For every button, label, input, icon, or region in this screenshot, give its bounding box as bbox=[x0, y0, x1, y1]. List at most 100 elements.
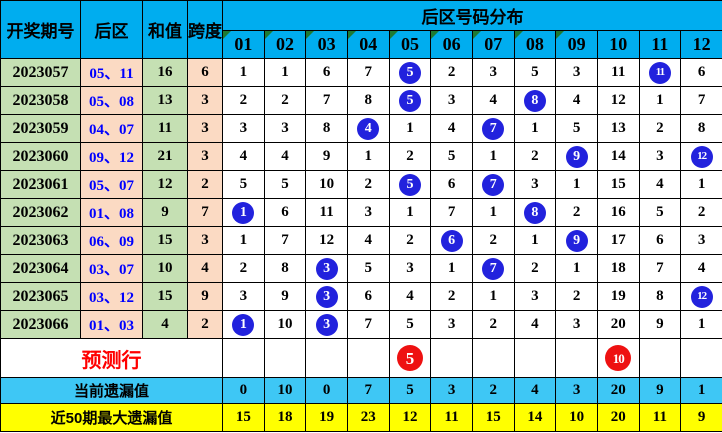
dist-cell: 7 bbox=[305, 86, 348, 115]
dist-cell: 9 bbox=[555, 142, 598, 171]
prediction-cell bbox=[430, 338, 473, 378]
dist-cell: 8 bbox=[680, 114, 722, 143]
max-miss-value: 20 bbox=[596, 403, 640, 432]
dist-cell: 1 bbox=[388, 114, 432, 143]
dist-cell: 7 bbox=[471, 114, 515, 143]
sum-cell: 15 bbox=[142, 282, 188, 311]
prediction-cell: 10 bbox=[596, 338, 640, 378]
dist-cell: 2 bbox=[388, 142, 432, 171]
dist-cell: 1 bbox=[513, 226, 557, 255]
current-miss-value: 3 bbox=[430, 377, 473, 404]
draw-row-2023060: 2023060 09、12 21 3 4 4 9 1 2 5 1 2 9 14 3 12 bbox=[0, 142, 722, 171]
draw-row-2023064: 2023064 03、07 10 4 2 8 3 5 3 1 7 2 1 18 7 4 bbox=[0, 254, 722, 283]
sum-cell: 16 bbox=[142, 58, 188, 87]
dist-cell: 3 bbox=[430, 310, 473, 339]
dist-cell: 5 bbox=[263, 170, 307, 199]
dist-cell: 3 bbox=[388, 254, 432, 283]
blue-ball: 5 bbox=[398, 61, 421, 84]
max-miss-value: 14 bbox=[513, 403, 557, 432]
current-miss-value: 2 bbox=[471, 377, 515, 404]
prediction-cell bbox=[638, 338, 682, 378]
column-header-12: 12 bbox=[680, 30, 722, 59]
current-miss-value: 5 bbox=[388, 377, 432, 404]
span-cell: 3 bbox=[187, 86, 223, 115]
span-cell: 3 bbox=[187, 114, 223, 143]
dist-cell: 3 bbox=[222, 282, 265, 311]
max-miss-value: 23 bbox=[346, 403, 390, 432]
dist-cell: 5 bbox=[513, 58, 557, 87]
column-header-11: 11 bbox=[638, 30, 682, 59]
blue-ball: 7 bbox=[482, 257, 505, 280]
sum-cell: 4 bbox=[142, 310, 188, 339]
back-numbers-cell: 01、03 bbox=[80, 310, 143, 339]
dist-cell: 8 bbox=[513, 198, 557, 227]
dist-cell: 8 bbox=[305, 114, 348, 143]
dist-cell: 1 bbox=[555, 170, 598, 199]
dist-cell: 1 bbox=[680, 310, 722, 339]
dist-cell: 10 bbox=[305, 170, 348, 199]
prediction-cell bbox=[471, 338, 515, 378]
max-miss-value: 11 bbox=[638, 403, 682, 432]
period-cell: 2023057 bbox=[0, 58, 81, 87]
blue-ball: 8 bbox=[523, 201, 546, 224]
sum-cell: 11 bbox=[142, 114, 188, 143]
draw-row-2023061: 2023061 05、07 12 2 5 5 10 2 5 6 7 3 1 15 4 1 bbox=[0, 170, 722, 199]
period-cell: 2023059 bbox=[0, 114, 81, 143]
max-miss-value: 11 bbox=[430, 403, 473, 432]
dist-cell: 8 bbox=[513, 86, 557, 115]
dist-cell: 2 bbox=[638, 114, 682, 143]
column-header-04: 04 bbox=[346, 30, 390, 59]
dist-cell: 5 bbox=[638, 198, 682, 227]
header-row-top: 开奖期号 后区 和值 跨度 后区号码分布 bbox=[0, 0, 722, 59]
dist-cell: 4 bbox=[555, 86, 598, 115]
dist-cell: 5 bbox=[346, 254, 390, 283]
dist-cell: 4 bbox=[680, 254, 722, 283]
dist-cell: 12 bbox=[596, 86, 640, 115]
dist-cell: 2 bbox=[263, 86, 307, 115]
dist-cell: 4 bbox=[346, 114, 390, 143]
period-cell: 2023066 bbox=[0, 310, 81, 339]
red-ball: 5 bbox=[396, 345, 423, 371]
column-header-09: 09 bbox=[555, 30, 598, 59]
blue-ball: 8 bbox=[523, 89, 546, 112]
distribution-title: 后区号码分布 bbox=[222, 0, 722, 31]
dist-cell: 6 bbox=[430, 170, 473, 199]
prediction-cell: 5 bbox=[388, 338, 432, 378]
max-miss-row: 近50期最大遗漏值 15 18 19 23 12 11 15 14 10 20 11 9 bbox=[0, 403, 722, 432]
dist-cell: 5 bbox=[388, 310, 432, 339]
draw-history-body: 2023057 05、11 16 6 1 1 6 7 5 2 3 5 3 11 11 6 2023058 05、0… bbox=[0, 58, 722, 339]
back-numbers-cell: 09、12 bbox=[80, 142, 143, 171]
back-numbers-cell: 05、11 bbox=[80, 58, 143, 87]
current-miss-value: 0 bbox=[222, 377, 265, 404]
back-numbers-cell: 05、07 bbox=[80, 170, 143, 199]
column-header-back-zone: 后区 bbox=[80, 0, 143, 59]
blue-ball: 4 bbox=[357, 117, 380, 140]
prediction-cell bbox=[305, 338, 348, 378]
period-cell: 2023062 bbox=[0, 198, 81, 227]
back-numbers-cell: 03、07 bbox=[80, 254, 143, 283]
dist-cell: 19 bbox=[596, 282, 640, 311]
period-cell: 2023058 bbox=[0, 86, 81, 115]
dist-cell: 11 bbox=[638, 58, 682, 87]
dist-cell: 9 bbox=[263, 282, 307, 311]
current-miss-row: 当前遗漏值 0 10 0 7 5 3 2 4 3 20 9 1 bbox=[0, 377, 722, 404]
dist-cell: 6 bbox=[346, 282, 390, 311]
dist-cell: 1 bbox=[222, 198, 265, 227]
dist-cell: 4 bbox=[471, 86, 515, 115]
current-miss-value: 3 bbox=[555, 377, 598, 404]
max-miss-label: 近50期最大遗漏值 bbox=[0, 403, 223, 432]
dist-cell: 3 bbox=[680, 226, 722, 255]
dist-cell: 7 bbox=[430, 198, 473, 227]
dist-cell: 5 bbox=[555, 114, 598, 143]
dist-cell: 18 bbox=[596, 254, 640, 283]
span-cell: 7 bbox=[187, 198, 223, 227]
sum-cell: 13 bbox=[142, 86, 188, 115]
blue-ball: 7 bbox=[482, 117, 505, 140]
prediction-cell bbox=[346, 338, 390, 378]
blue-ball: 5 bbox=[398, 173, 421, 196]
span-cell: 3 bbox=[187, 226, 223, 255]
current-miss-value: 20 bbox=[596, 377, 640, 404]
draw-row-2023062: 2023062 01、08 9 7 1 6 11 3 1 7 1 8 2 16 5 2 bbox=[0, 198, 722, 227]
max-miss-value: 15 bbox=[471, 403, 515, 432]
span-cell: 2 bbox=[187, 170, 223, 199]
